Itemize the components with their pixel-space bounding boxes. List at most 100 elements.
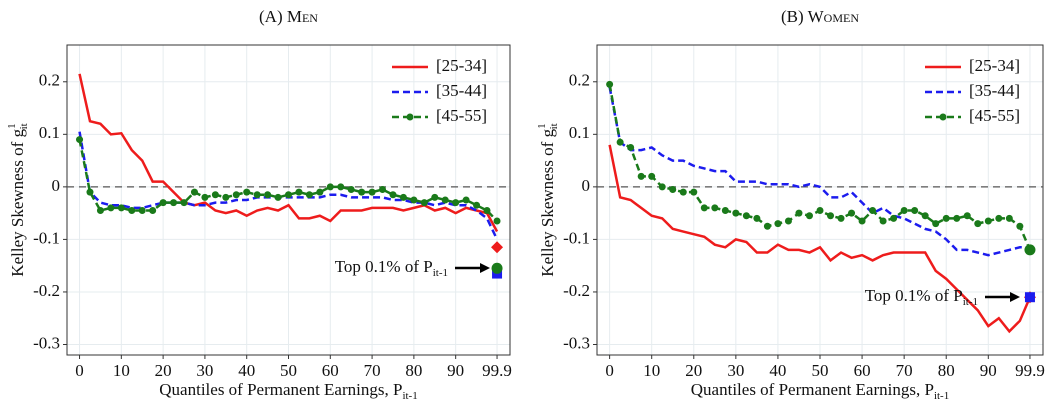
series-point	[753, 214, 761, 222]
series-point	[700, 204, 708, 212]
series-point	[711, 204, 719, 212]
x-tick-label: 30	[196, 361, 213, 380]
annotation-sub: it-1	[963, 296, 978, 308]
series-point	[911, 207, 919, 215]
x-axis-label-main: Quantiles of Permanent Earnings, P	[691, 380, 934, 399]
annotation-main: Top 0.1% of P	[335, 257, 433, 276]
series-point	[848, 209, 856, 217]
series-point	[784, 217, 792, 225]
legend-point	[939, 113, 947, 121]
series-point	[274, 193, 282, 201]
y-axis-label-main: Kelley Skewness of g	[8, 128, 27, 276]
x-tick-label: 60	[854, 361, 871, 380]
series-point	[942, 214, 950, 222]
x-axis-label-sub: it-1	[402, 390, 417, 402]
series-point	[368, 188, 376, 196]
series-point	[431, 193, 439, 201]
x-tick-label: 99.9	[482, 361, 512, 380]
annotation: Top 0.1% of Pit-1	[335, 257, 448, 279]
y-tick-label: -0.3	[563, 333, 590, 352]
x-tick-label: 90	[980, 361, 997, 380]
series-point	[742, 212, 750, 220]
legend-label: [35-44]	[436, 81, 487, 100]
plot-frame	[66, 44, 511, 356]
series-point	[222, 193, 230, 201]
series-point	[974, 220, 982, 228]
series-point	[295, 188, 303, 196]
series-point	[679, 188, 687, 196]
y-tick-label: 0.2	[39, 71, 60, 90]
series-point	[984, 217, 992, 225]
x-tick-label: 0	[605, 361, 614, 380]
x-tick-label: 30	[727, 361, 744, 380]
series-point	[420, 199, 428, 207]
panel-title: (A) Men	[259, 7, 318, 26]
y-tick-label: -0.1	[33, 228, 60, 247]
series-point	[763, 222, 771, 230]
series-point	[379, 185, 387, 193]
series-point	[86, 188, 94, 196]
y-tick-label: 0.2	[569, 71, 590, 90]
legend-label: [45-55]	[436, 106, 487, 125]
panel-title: (B) Women	[781, 7, 859, 26]
series-point	[285, 191, 292, 199]
series-point	[879, 217, 887, 225]
top-marker	[491, 241, 504, 254]
series-point	[473, 201, 481, 209]
y-tick-label: -0.3	[33, 333, 60, 352]
legend-label: [25-34]	[436, 56, 487, 75]
x-tick-label: 20	[685, 361, 702, 380]
series-line	[608, 86, 1030, 257]
series-point	[669, 185, 677, 193]
y-axis-label-sup: 1	[536, 123, 548, 129]
y-tick-label: -0.2	[33, 281, 60, 300]
x-tick-label: 50	[812, 361, 829, 380]
series-point	[690, 188, 698, 196]
series-point	[253, 191, 261, 199]
series-point	[462, 196, 470, 204]
series-point	[149, 207, 157, 215]
series-point	[627, 143, 635, 151]
series-point	[316, 188, 324, 196]
series-point	[890, 214, 898, 222]
series-point	[900, 207, 908, 215]
legend-point	[406, 113, 414, 121]
x-axis-label-main: Quantiles of Permanent Earnings, P	[159, 380, 402, 399]
series-point	[774, 220, 782, 228]
series-point	[347, 185, 355, 193]
series-point	[337, 183, 345, 191]
annotation-arrowhead	[480, 263, 490, 273]
series-point	[827, 212, 835, 220]
series-point	[493, 217, 501, 225]
series-point	[637, 172, 645, 180]
top-marker	[1024, 292, 1035, 303]
series-point	[732, 209, 740, 217]
series-point	[795, 209, 803, 217]
series-point	[358, 188, 366, 196]
series-point	[606, 80, 614, 88]
x-axis-label: Quantiles of Permanent Earnings, Pit-1	[159, 380, 417, 402]
y-tick-label: 0	[52, 176, 61, 195]
x-tick-label: 90	[447, 361, 464, 380]
series-point	[180, 199, 188, 207]
series-point	[264, 191, 272, 199]
y-tick-label: 0	[582, 176, 591, 195]
top-marker	[1024, 244, 1036, 256]
top-marker	[491, 262, 503, 274]
series-point	[399, 193, 407, 201]
legend-label: [35-44]	[969, 81, 1020, 100]
y-tick-label: -0.2	[563, 281, 590, 300]
series-point	[441, 196, 449, 204]
x-tick-label: 10	[643, 361, 660, 380]
series-point	[616, 138, 624, 146]
y-axis-label-main: Kelley Skewness of g	[538, 128, 557, 276]
series-point	[96, 207, 104, 215]
x-tick-label: 70	[896, 361, 913, 380]
series-point	[837, 214, 845, 222]
series-point	[190, 188, 198, 196]
legend-label: [25-34]	[969, 56, 1020, 75]
y-axis-label: Kelley Skewness of g1it	[6, 123, 30, 276]
series-point	[170, 199, 178, 207]
x-tick-label: 40	[769, 361, 786, 380]
series-point	[721, 207, 729, 215]
